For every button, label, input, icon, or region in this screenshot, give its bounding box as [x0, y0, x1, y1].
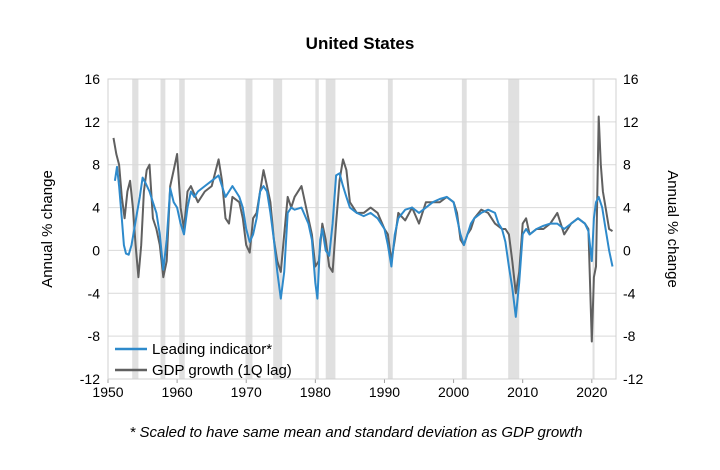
recession-band-3 — [245, 79, 253, 379]
footnote: * Scaled to have same mean and standard … — [129, 424, 582, 441]
y-tick-right-16: 16 — [623, 71, 639, 87]
y-tick-right-12: 12 — [623, 114, 639, 130]
y-tick-right-4: 4 — [623, 200, 631, 216]
y-tick-right--4: -4 — [623, 285, 636, 301]
y-tick-left-8: 8 — [92, 157, 100, 173]
series-line-gdp-growth — [112, 115, 614, 343]
y-axis-title-right: Annual % change — [664, 170, 681, 288]
y-tick-right-8: 8 — [623, 157, 631, 173]
x-tick-1990: 1990 — [369, 384, 400, 400]
y-tick-left-12: 12 — [84, 114, 100, 130]
legend-label-gdp: GDP growth (1Q lag) — [152, 362, 292, 379]
y-tick-left--4: -4 — [88, 285, 101, 301]
y-tick-right--12: -12 — [623, 371, 643, 387]
y-tick-left-16: 16 — [84, 71, 100, 87]
x-tick-2010: 2010 — [507, 384, 538, 400]
x-tick-2020: 2020 — [576, 384, 607, 400]
series-line-leading-indicator — [113, 165, 614, 318]
y-tick-left--8: -8 — [88, 328, 101, 344]
recession-band-8 — [461, 79, 467, 379]
series-lines — [112, 115, 614, 343]
recession-band-9 — [508, 79, 520, 379]
recession-band-7 — [387, 79, 393, 379]
x-tick-2000: 2000 — [438, 384, 469, 400]
x-tick-1950: 1950 — [92, 384, 123, 400]
recession-band-5 — [315, 79, 319, 379]
legend-label-leading: Leading indicator* — [152, 341, 272, 358]
x-tick-1980: 1980 — [300, 384, 331, 400]
y-tick-left-4: 4 — [92, 200, 100, 216]
y-tick-right-0: 0 — [623, 242, 631, 258]
legend: Leading indicator* GDP growth (1Q lag) — [115, 341, 292, 379]
y-axis-title-left: Annual % change — [39, 170, 56, 288]
y-tick-right--8: -8 — [623, 328, 636, 344]
y-tick-left-0: 0 — [92, 242, 100, 258]
chart-title: United States — [306, 34, 415, 53]
recession-band-6 — [325, 79, 336, 379]
x-tick-1970: 1970 — [231, 384, 262, 400]
axis-ticks: -12 -12 -8 -8 -4 -4 0 0 4 4 8 8 12 12 16 16 1950 1960 1970… — [80, 71, 644, 400]
x-tick-1960: 1960 — [162, 384, 193, 400]
gridlines — [108, 121, 616, 337]
y-tick-left--12: -12 — [80, 371, 100, 387]
recession-band-1 — [160, 79, 166, 379]
plot-border — [107, 78, 617, 380]
recession-band-4 — [273, 79, 283, 379]
